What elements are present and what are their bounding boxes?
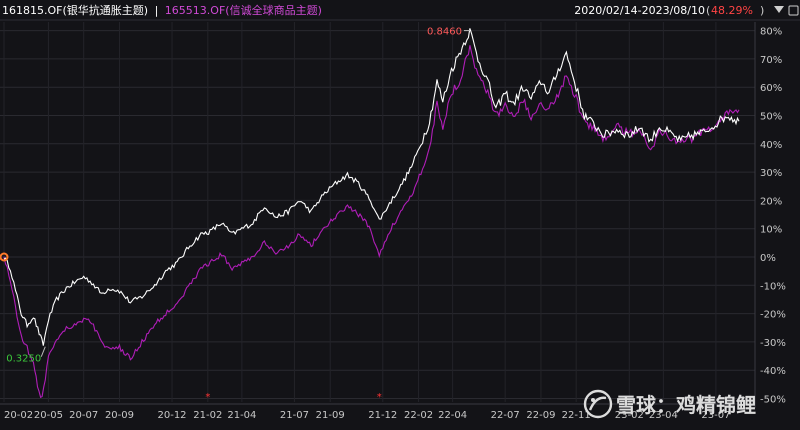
x-tick-label: 23-04 [649, 410, 678, 421]
watermark: 雪球：鸡精锦鲤 [583, 389, 756, 419]
y-tick-label: 0% [760, 253, 776, 264]
series2-name: (信诚全球商品主题) [225, 3, 322, 17]
series-line-165513.OF [3, 45, 740, 399]
y-tick-label: 60% [760, 83, 782, 94]
date-range: 2020/02/14-2023/08/10 [574, 4, 705, 17]
start-marker [0, 252, 9, 262]
change-close-paren: ) [760, 4, 764, 17]
settings-square-icon[interactable] [788, 5, 799, 16]
y-tick-label: -40% [760, 366, 786, 377]
y-tick-label: 70% [760, 55, 782, 66]
x-tick-label: 21-12 [368, 410, 397, 421]
x-tick-label: 20-05 [34, 410, 63, 421]
series1-code: 161815.OF [2, 4, 62, 17]
event-marker: * [377, 392, 382, 403]
x-tick-label: 22-11 [562, 410, 591, 421]
y-tick-label: 50% [760, 112, 782, 123]
x-tick-label: 21-07 [280, 410, 309, 421]
series-lines [3, 28, 740, 399]
x-tick-label: 20-12 [157, 410, 186, 421]
snowball-logo-icon [583, 389, 613, 419]
series1-name: (银华抗通胀主题) [62, 3, 148, 17]
change-open-paren: ( [706, 4, 710, 17]
header-separator: | [155, 4, 159, 17]
event-marker: * [205, 392, 210, 403]
x-tick-label: 22-04 [438, 410, 467, 421]
y-tick-label: 10% [760, 225, 782, 236]
x-tick-label: 21-09 [316, 410, 345, 421]
x-tick-label: 23-07 [701, 410, 730, 421]
y-tick-label: -20% [760, 310, 786, 321]
y-tick-label: -30% [760, 338, 786, 349]
x-tick-label: 22-02 [404, 410, 433, 421]
x-tick-label: 21-04 [227, 410, 256, 421]
triangle-down-icon[interactable] [774, 6, 784, 13]
series-line-161815.OF [3, 28, 740, 346]
y-tick-label: -10% [760, 281, 786, 292]
grid-lines [0, 22, 755, 402]
x-tick-label: 20-07 [69, 410, 98, 421]
change-value: 48.29% [711, 4, 753, 17]
x-tick-label: 23-02 [615, 410, 644, 421]
y-axis: 80% 70% 60% 50% 40% 30% 20% 10% 0% -10% -20% -30% -4… [754, 22, 786, 408]
y-tick-label: -50% [760, 395, 786, 406]
x-tick-label: 21-02 [193, 410, 222, 421]
x-axis: 20-02 20-05 20-07 20-09 20-12 21-02 21-04 21-07… [0, 403, 755, 421]
y-tick-label: 30% [760, 168, 782, 179]
x-tick-label: 22-09 [526, 410, 555, 421]
series2-code: 165513.OF [165, 4, 225, 17]
min-label: 0.3250 [6, 354, 41, 365]
max-label: 0.8460 [427, 27, 462, 38]
min-leader [40, 346, 46, 357]
watermark-text: 雪球：鸡精锦鲤 [616, 393, 756, 417]
x-tick-label: 20-02 [4, 410, 33, 421]
y-tick-label: 80% [760, 27, 782, 38]
y-tick-label: 20% [760, 196, 782, 207]
annotations: 0.8460 0.3250 * * [0, 27, 470, 403]
header-series1-label[interactable]: 161815.OF(银华抗通胀主题) | 165513.OF(信诚全球商品主题) [2, 3, 322, 17]
x-tick-label: 20-09 [105, 410, 134, 421]
x-tick-label: 22-07 [491, 410, 520, 421]
y-tick-label: 40% [760, 140, 782, 151]
